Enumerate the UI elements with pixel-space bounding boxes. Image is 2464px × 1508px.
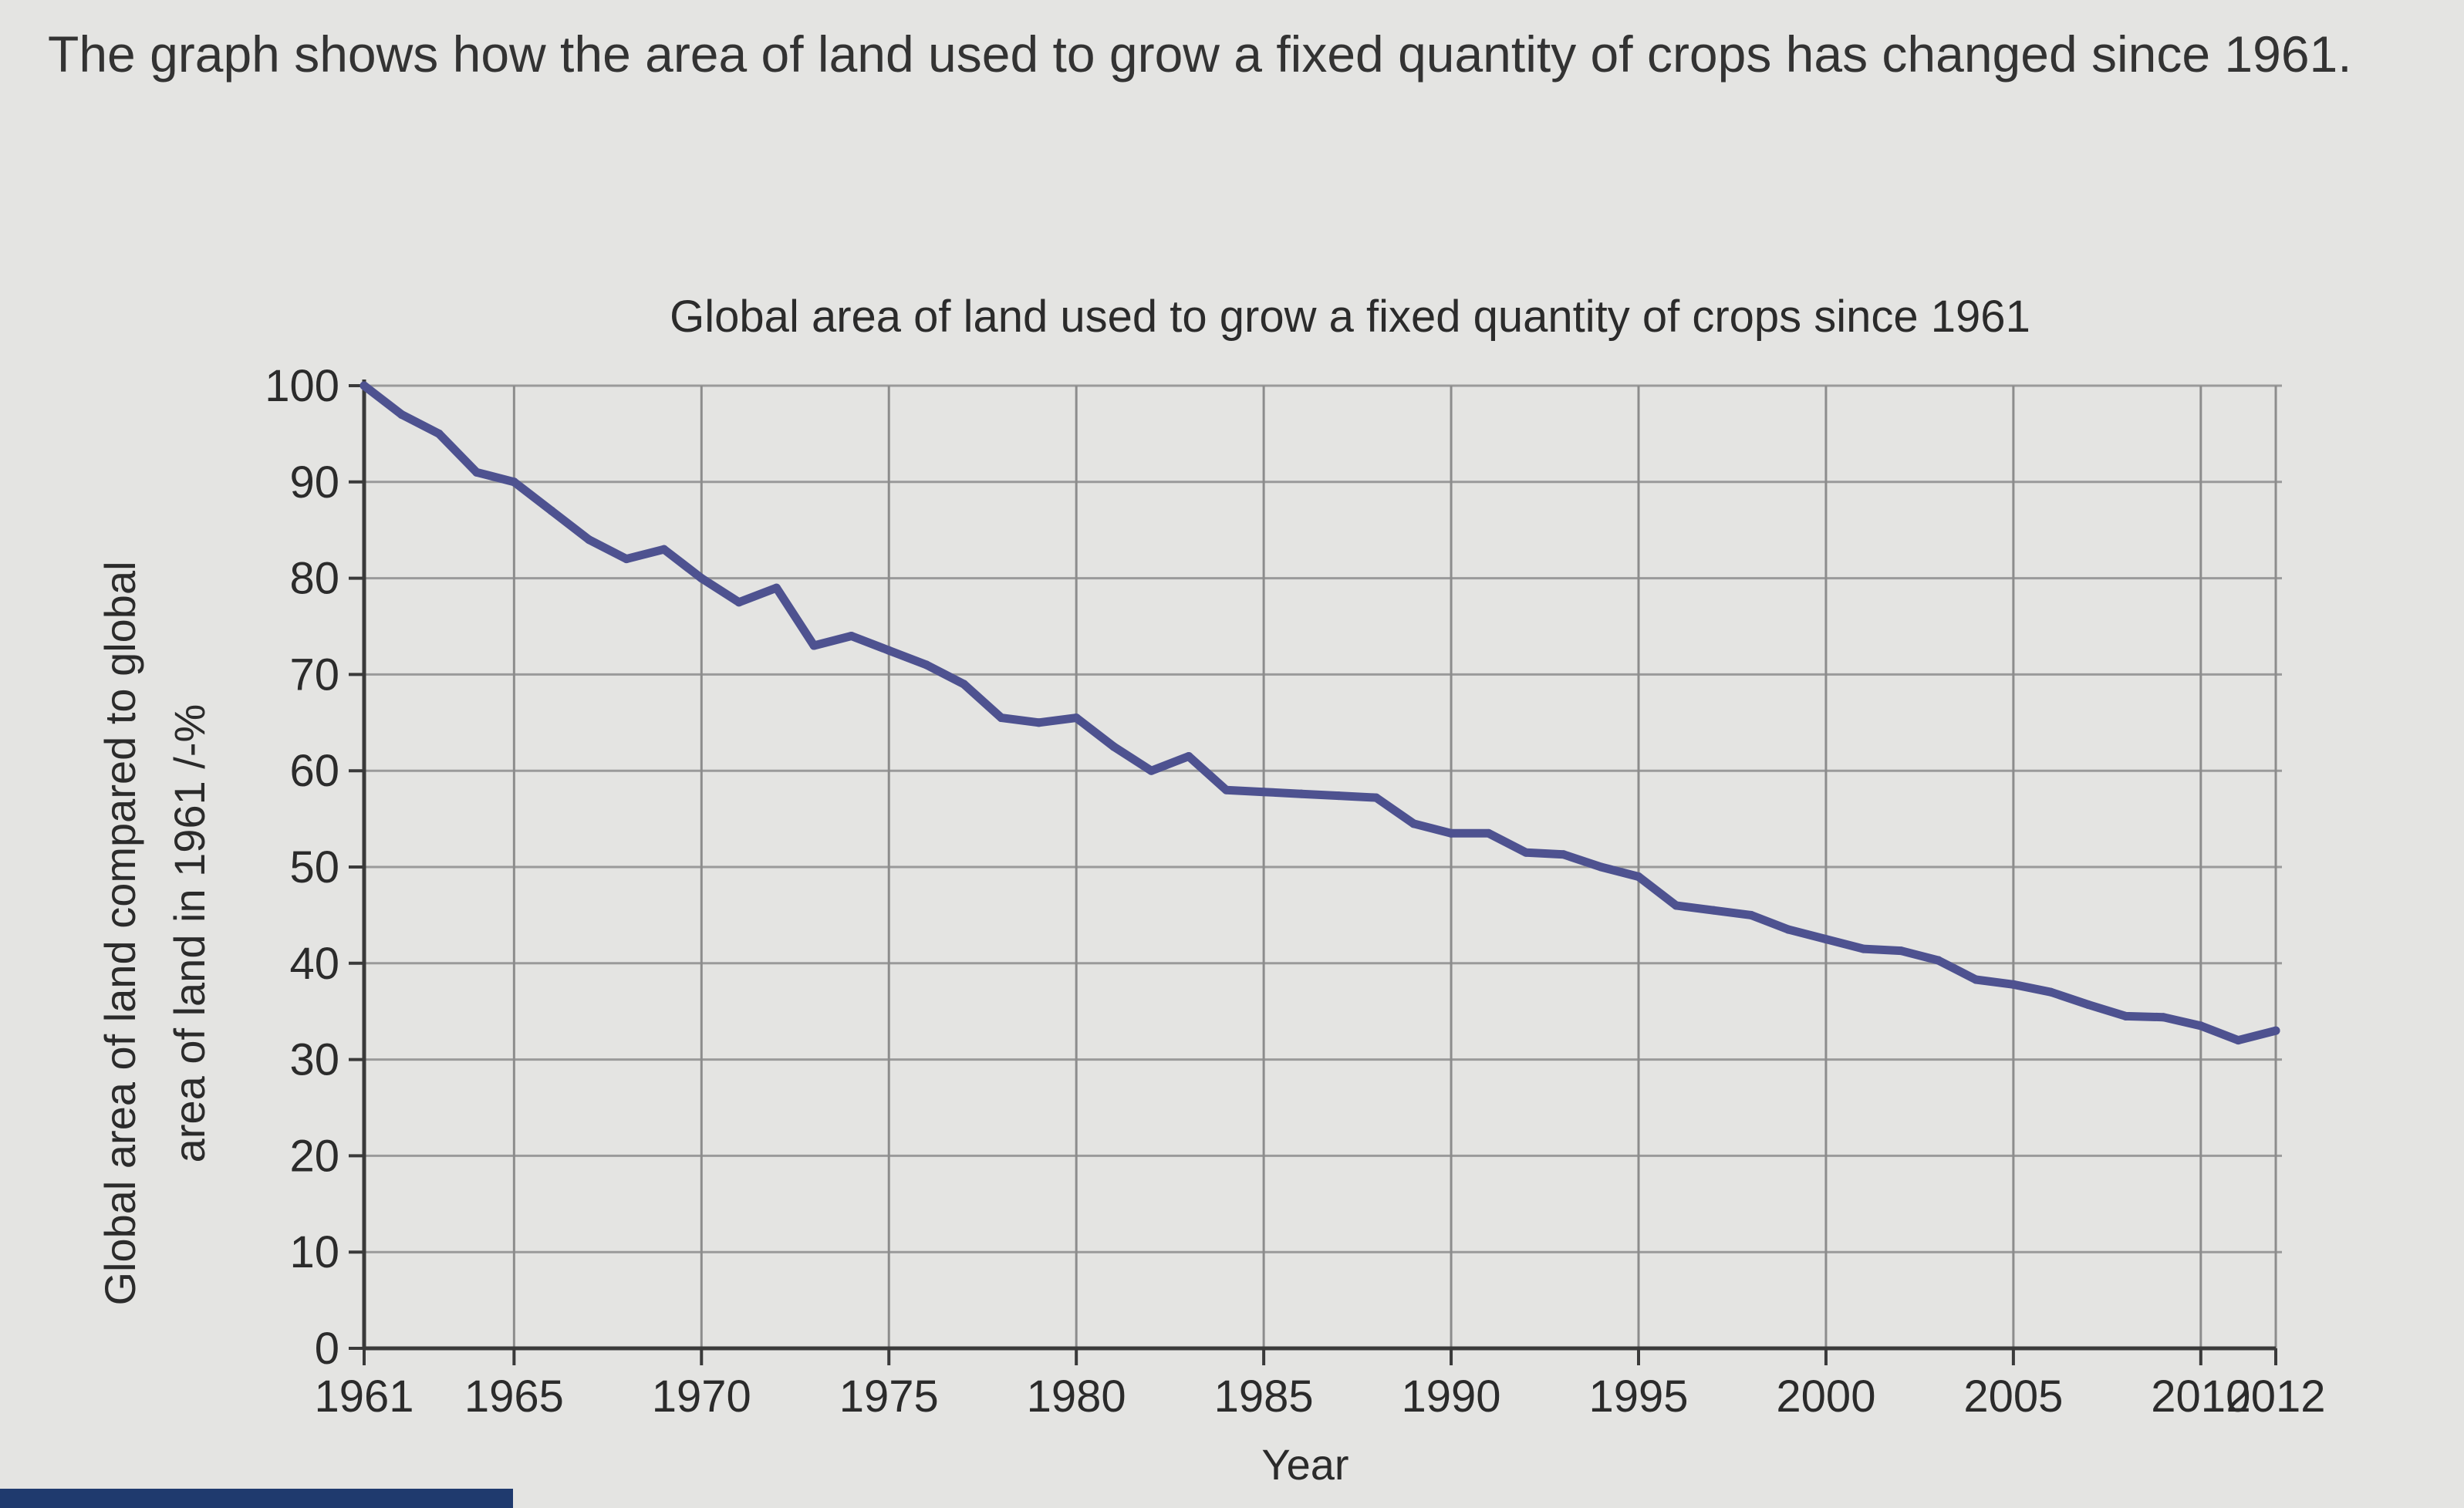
data-point-1982 — [1146, 766, 1156, 775]
data-point-1995 — [1634, 872, 1643, 881]
data-series — [359, 381, 2280, 1045]
y-axis-label-line-1: Global area of land compared to global — [96, 561, 144, 1305]
data-point-1985 — [1259, 788, 1268, 797]
data-point-1986 — [1297, 789, 1306, 798]
data-point-1973 — [809, 641, 819, 650]
intro-text: The graph shows how the area of land use… — [48, 25, 2352, 83]
x-tick-label-1990: 1990 — [1402, 1371, 1501, 1422]
data-point-1962 — [397, 410, 407, 419]
x-axis-label: Year — [1261, 1440, 1348, 1489]
data-point-1972 — [771, 583, 781, 592]
gridlines — [364, 384, 2282, 1348]
chart-title: Global area of land used to grow a fixed… — [670, 292, 2030, 342]
data-point-2003 — [1934, 956, 1943, 965]
x-tick-label-1970: 1970 — [652, 1371, 751, 1422]
data-point-2002 — [1896, 946, 1905, 956]
y-axis-ticks: 0 10 20 30 40 50 60 70 80 90 100 — [265, 361, 364, 1374]
data-point-2010 — [2196, 1021, 2206, 1031]
data-point-1984 — [1222, 785, 1231, 794]
data-point-1987 — [1334, 791, 1343, 801]
data-point-1969 — [660, 545, 669, 554]
bottom-bar — [0, 1489, 513, 1508]
data-point-1990 — [1446, 828, 1456, 838]
data-point-1970 — [697, 574, 706, 583]
x-tick-label-2012: 2012 — [2226, 1371, 2325, 1422]
x-axis-ticks: 1961 1965 1970 1975 1980 1985 1990 1995 2000 2005… — [314, 1348, 2326, 1422]
data-point-1999 — [1784, 925, 1793, 934]
data-point-1964 — [472, 467, 481, 477]
y-tick-label-20: 20 — [289, 1131, 339, 1181]
data-point-1974 — [847, 631, 856, 640]
data-point-1968 — [622, 555, 631, 564]
data-point-1991 — [1484, 828, 1494, 838]
data-point-2005 — [2009, 980, 2018, 989]
data-point-2007 — [2084, 1000, 2093, 1009]
data-point-2012 — [2271, 1026, 2280, 1035]
data-point-1975 — [884, 646, 893, 655]
y-tick-label-100: 100 — [265, 361, 339, 411]
data-point-2011 — [2233, 1036, 2243, 1045]
data-point-2009 — [2159, 1013, 2168, 1022]
y-tick-label-60: 60 — [289, 746, 339, 796]
series-line-0 — [359, 381, 2280, 1045]
data-point-1963 — [434, 429, 444, 438]
data-point-2006 — [2046, 987, 2055, 997]
x-tick-label-1975: 1975 — [839, 1371, 939, 1422]
data-point-1988 — [1372, 793, 1381, 802]
x-tick-label-2000: 2000 — [1776, 1371, 1875, 1422]
axes — [362, 380, 2276, 1351]
data-point-1977 — [959, 680, 968, 689]
x-tick-label-1961: 1961 — [314, 1371, 413, 1422]
y-axis-label: Global area of land compared to global a… — [96, 561, 214, 1305]
data-point-1997 — [1709, 906, 1718, 915]
data-point-1981 — [1109, 742, 1119, 751]
x-tick-label-1985: 1985 — [1214, 1371, 1314, 1422]
y-tick-label-50: 50 — [289, 842, 339, 892]
data-point-1983 — [1184, 751, 1193, 761]
data-point-1966 — [547, 506, 556, 515]
y-axis-label-line-2: area of land in 1961 /-% — [165, 704, 214, 1163]
data-point-1996 — [1672, 901, 1681, 910]
data-point-1965 — [509, 477, 518, 487]
x-tick-label-1995: 1995 — [1588, 1371, 1688, 1422]
y-tick-label-10: 10 — [289, 1227, 339, 1277]
y-tick-label-0: 0 — [315, 1324, 339, 1374]
y-tick-label-70: 70 — [289, 649, 339, 700]
data-point-2008 — [2121, 1011, 2131, 1021]
data-point-1989 — [1409, 819, 1418, 828]
data-point-2000 — [1821, 935, 1831, 944]
y-tick-label-90: 90 — [289, 457, 339, 508]
data-point-1994 — [1596, 862, 1605, 872]
x-tick-label-1980: 1980 — [1027, 1371, 1126, 1422]
data-point-1967 — [585, 535, 594, 545]
data-point-1978 — [997, 714, 1006, 723]
data-point-1980 — [1072, 714, 1081, 723]
x-tick-label-2010: 2010 — [2151, 1371, 2250, 1422]
data-point-2001 — [1859, 944, 1868, 953]
data-point-1976 — [922, 660, 931, 670]
y-tick-label-30: 30 — [289, 1035, 339, 1085]
data-point-1979 — [1035, 718, 1044, 727]
x-tick-label-1965: 1965 — [464, 1371, 564, 1422]
data-point-2004 — [1971, 975, 1980, 984]
data-point-1992 — [1521, 848, 1531, 857]
data-point-1961 — [359, 381, 369, 390]
x-tick-label-2005: 2005 — [1963, 1371, 2063, 1422]
y-tick-label-80: 80 — [289, 554, 339, 604]
data-point-1998 — [1747, 910, 1756, 919]
data-point-1971 — [734, 598, 744, 607]
data-point-1993 — [1559, 850, 1568, 859]
y-tick-label-40: 40 — [289, 939, 339, 989]
